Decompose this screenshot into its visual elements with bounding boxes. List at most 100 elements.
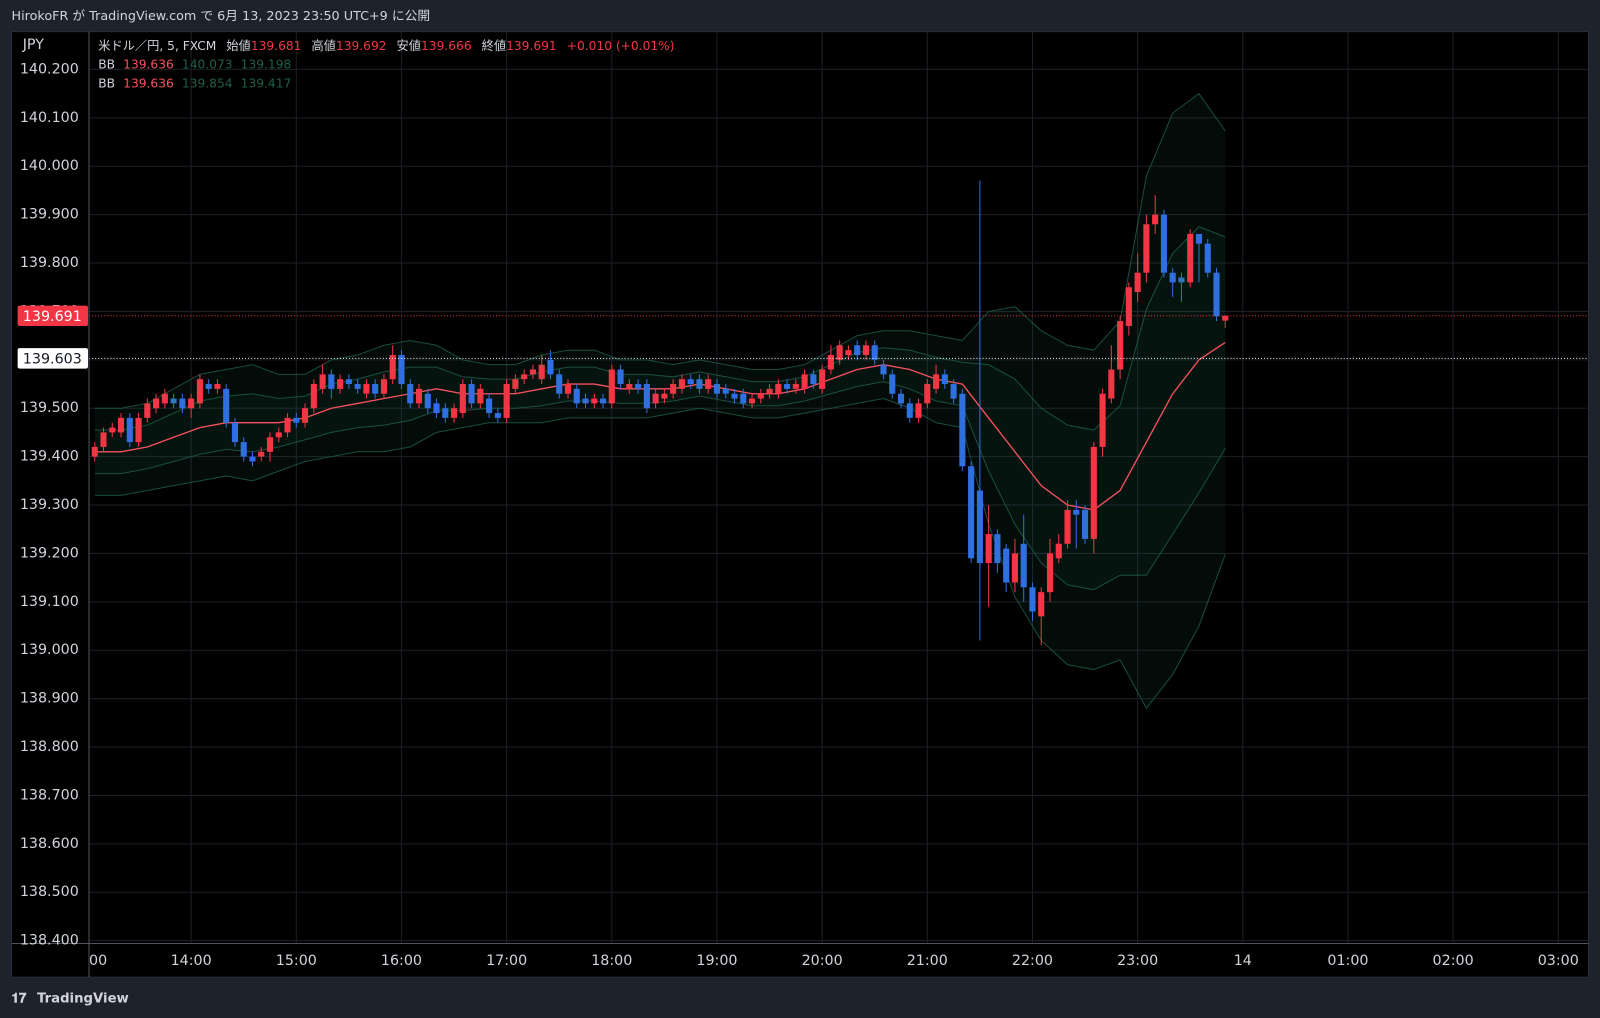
candle-body xyxy=(1108,369,1115,399)
candle-body xyxy=(836,345,843,360)
candle-body xyxy=(188,398,195,409)
candle-body xyxy=(897,393,905,404)
y-tick-label: 139.400 xyxy=(20,449,79,465)
candle-body xyxy=(100,432,107,447)
high-label: 高値 xyxy=(311,37,335,52)
candle-body xyxy=(591,398,598,404)
candle-body xyxy=(1213,272,1220,317)
candle-body xyxy=(170,398,177,404)
candle-body xyxy=(135,417,142,443)
candle-body xyxy=(161,393,168,404)
candle-body xyxy=(1222,315,1229,321)
candle-body xyxy=(468,384,475,404)
candle-body xyxy=(933,374,940,389)
y-tick-label: 140.200 xyxy=(20,61,79,77)
x-tick-label: 14 xyxy=(1234,953,1252,969)
y-tick-label: 138.400 xyxy=(20,933,79,949)
y-tick-label: 138.700 xyxy=(20,787,79,803)
candle-body xyxy=(757,393,764,399)
candle-body xyxy=(582,398,589,404)
indicator-lower: 139.198 xyxy=(241,57,292,71)
candle-body xyxy=(310,384,317,409)
indicator-upper: 140.073 xyxy=(182,57,233,71)
x-tick-label: 19:00 xyxy=(696,953,737,969)
y-tick-label: 139.500 xyxy=(20,400,79,416)
candle-body xyxy=(1090,446,1097,539)
footer-brand: TradingView xyxy=(37,992,129,1007)
y-tick-label: 139.000 xyxy=(20,642,79,658)
candle-body xyxy=(713,384,721,394)
candle-body xyxy=(529,369,536,375)
low-label: 安値 xyxy=(397,37,421,52)
candle-body xyxy=(950,384,957,399)
y-tick-label: 139.200 xyxy=(20,545,79,561)
candle-body xyxy=(486,398,493,414)
candle-body xyxy=(819,369,826,389)
candle-body xyxy=(889,374,896,394)
candle-body xyxy=(705,379,712,389)
candle-body xyxy=(153,398,160,409)
candle-body xyxy=(678,379,685,389)
candle-body xyxy=(302,408,309,423)
candle-body xyxy=(810,374,817,385)
candle-body xyxy=(906,403,913,418)
candle-body xyxy=(1081,509,1089,539)
candle-body xyxy=(1204,243,1211,273)
candle-body xyxy=(372,384,379,394)
candle-body xyxy=(696,379,703,389)
x-tick-label: 21:00 xyxy=(907,953,948,969)
candle-body xyxy=(1020,543,1027,588)
candle-body xyxy=(924,384,931,404)
x-tick-label: 22:00 xyxy=(1012,953,1053,969)
candle-body xyxy=(196,379,203,404)
candle-body xyxy=(442,408,449,418)
candle-body xyxy=(792,384,799,389)
indicator-legend: BB 139.636 140.073 139.198 BB 139.636 139.854 1… xyxy=(98,57,291,90)
candle-body xyxy=(941,374,948,385)
candle-body xyxy=(748,398,756,404)
indicator-basis: 139.636 xyxy=(123,57,174,71)
candle-body xyxy=(617,369,624,385)
candle-body xyxy=(205,384,212,389)
candle-body xyxy=(345,379,352,385)
y-tick-label: 138.600 xyxy=(20,836,79,852)
candle-body xyxy=(407,384,414,404)
candle-body xyxy=(626,384,633,389)
candle-body xyxy=(1178,277,1185,283)
band-line xyxy=(94,398,1226,710)
candle-body xyxy=(1143,224,1150,273)
candle-body xyxy=(547,359,554,375)
candle-body xyxy=(1064,509,1071,544)
candle-body xyxy=(109,427,116,433)
x-axis: 00 14:00 15:00 16:00 17:00 18:00 19:00 20:00 21:… xyxy=(89,953,1579,969)
price-label: 139.603 xyxy=(23,351,82,367)
ohlc-legend: 米ドル／円, 5, FXCM 始値139.681 高値139.692 安値139… xyxy=(98,37,674,52)
candle-body xyxy=(284,417,291,433)
band-line xyxy=(94,381,1226,591)
y-tick-label: 138.500 xyxy=(20,884,79,900)
x-tick-label: 14:00 xyxy=(171,953,212,969)
x-tick-label: 20:00 xyxy=(802,953,843,969)
indicator-basis: 139.636 xyxy=(123,76,174,90)
candle-body xyxy=(380,379,388,394)
indicator-row: BB 139.636 139.854 139.417 xyxy=(98,76,291,90)
x-tick-label: 15:00 xyxy=(276,953,317,969)
candle-body xyxy=(1187,233,1194,283)
candle-body xyxy=(258,451,265,457)
candle-body xyxy=(398,354,405,385)
candle-body xyxy=(1029,587,1036,612)
candle-body xyxy=(494,413,501,418)
candle-body xyxy=(1152,214,1159,225)
price-label-box xyxy=(17,348,89,369)
candle-body xyxy=(433,403,440,414)
candle-body xyxy=(608,369,615,404)
publisher-line: HirokoFR が TradingView.com で 6月 13, 2023… xyxy=(12,9,431,24)
candle-body xyxy=(223,388,230,423)
candle-body xyxy=(801,374,808,389)
inner-band-fill xyxy=(94,226,1226,590)
candles xyxy=(91,180,1229,646)
open-value: 139.681 xyxy=(251,38,302,52)
candle-body xyxy=(424,393,431,409)
y-axis: 140.200140.100140.000139.900139.800139.7… xyxy=(20,61,79,948)
